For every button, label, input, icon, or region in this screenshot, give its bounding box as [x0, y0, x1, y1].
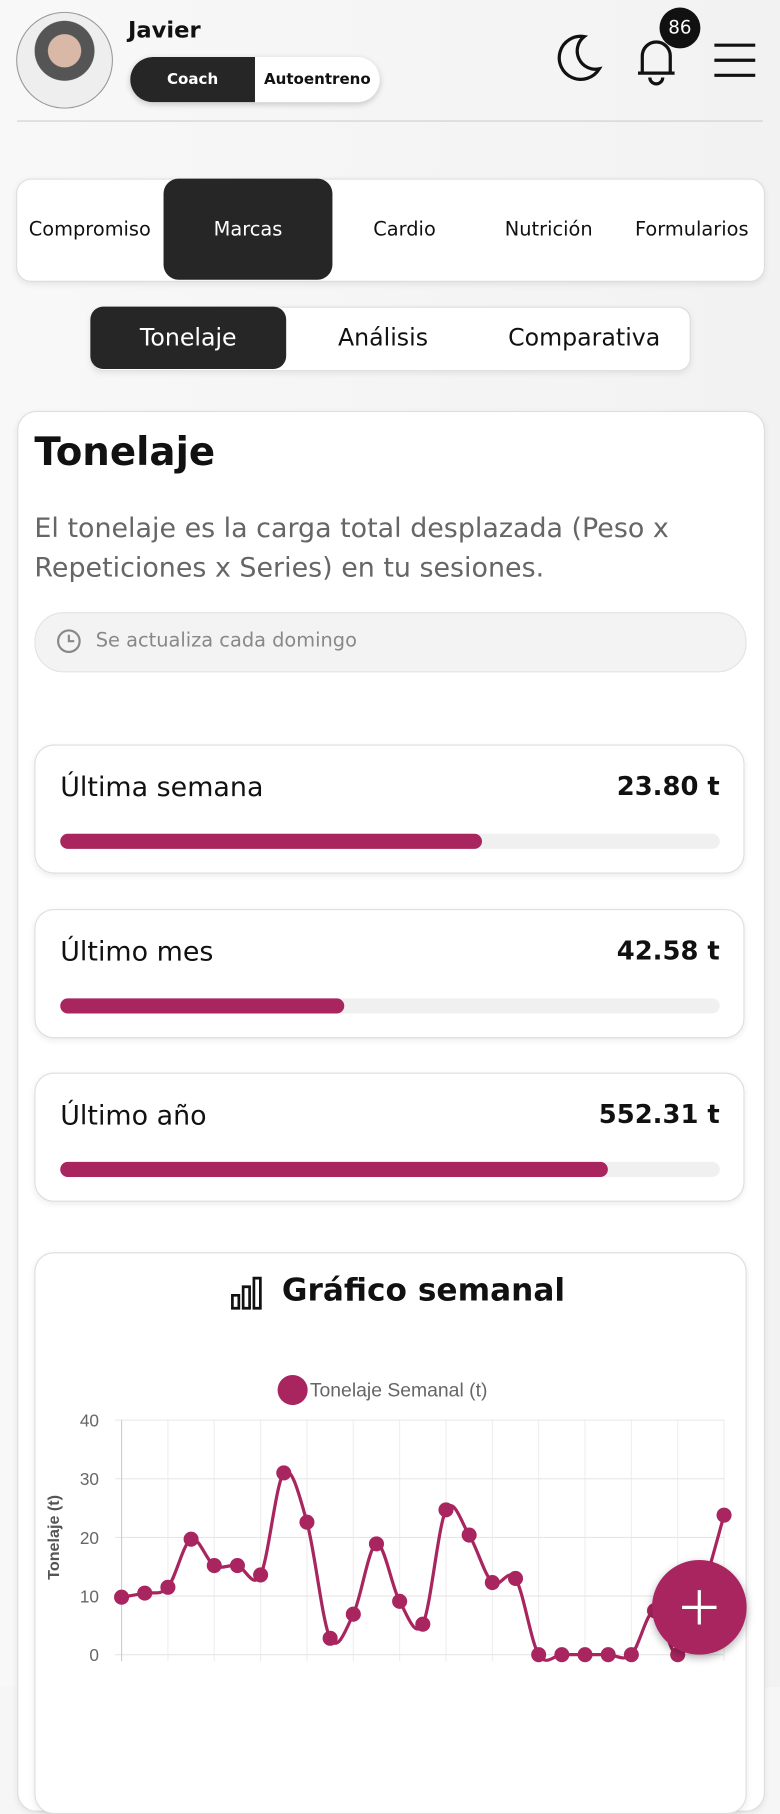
chart: Tonelaje Semanal (t) Tonelaje (t) 0 10 20 30 4…: [45, 1374, 732, 1665]
data-point: [392, 1593, 408, 1609]
legend-label: Tonelaje Semanal (t): [310, 1379, 488, 1401]
chart-title: Gráfico semanal: [281, 1271, 566, 1309]
y-tick-label: 0: [89, 1645, 99, 1665]
stat-card: [34, 744, 745, 874]
stat-label: Último mes: [60, 935, 214, 967]
data-point: [554, 1647, 570, 1663]
bell-icon[interactable]: [629, 32, 683, 86]
mode-auto[interactable]: Autoentreno: [263, 71, 371, 89]
tab-bar: [16, 178, 765, 282]
data-point: [716, 1507, 732, 1523]
data-point: [415, 1616, 431, 1632]
data-point: [253, 1567, 269, 1583]
data-point: [114, 1589, 130, 1605]
mode-coach[interactable]: Coach: [130, 57, 255, 103]
y-tick-label: 20: [80, 1528, 99, 1548]
tab[interactable]: Cardio: [373, 217, 436, 241]
data-point: [461, 1527, 477, 1543]
subtab[interactable]: Tonelaje: [90, 306, 287, 370]
stat-card: [34, 1072, 745, 1202]
progress-bar: [60, 833, 483, 849]
stat-label: Última semana: [60, 771, 264, 803]
stat-card: [34, 908, 745, 1038]
plus-icon: [682, 1590, 717, 1625]
data-point: [137, 1585, 153, 1601]
y-tick-label: 30: [80, 1469, 99, 1489]
user-name: Javier: [128, 17, 201, 44]
divider: [17, 120, 763, 122]
data-point: [322, 1630, 338, 1646]
info-text: Se actualiza cada domingo: [95, 629, 357, 652]
avatar[interactable]: [16, 11, 113, 109]
moon-icon[interactable]: [554, 32, 603, 84]
data-point: [183, 1531, 199, 1547]
progress-bar: [60, 1161, 608, 1177]
y-tick-label: 10: [80, 1586, 99, 1606]
data-point: [577, 1647, 593, 1663]
data-point: [600, 1647, 616, 1663]
data-point: [531, 1647, 547, 1663]
clock-icon: [57, 629, 81, 654]
tab[interactable]: Formularios: [634, 217, 749, 241]
data-point: [507, 1570, 524, 1586]
data-point: [345, 1606, 361, 1622]
y-tick-label: 40: [80, 1411, 99, 1431]
data-point: [160, 1579, 176, 1595]
card-title: Tonelaje: [34, 430, 216, 475]
data-point: [276, 1465, 292, 1481]
tab[interactable]: Compromiso: [28, 217, 151, 241]
data-point: [229, 1558, 245, 1574]
data-point: [623, 1647, 639, 1663]
chart-icon: [231, 1276, 262, 1310]
progress-bar: [60, 997, 344, 1013]
subtab[interactable]: Análisis: [337, 324, 429, 352]
fab[interactable]: [651, 1559, 747, 1655]
stat-value: 552.31 t: [598, 1099, 720, 1130]
tab[interactable]: Marcas: [163, 178, 333, 280]
legend-marker: [277, 1374, 308, 1406]
mode-toggle: Coach Autoentreno: [130, 57, 380, 103]
subtab[interactable]: Comparativa: [508, 324, 661, 352]
menu-icon[interactable]: [712, 41, 757, 80]
card-description: El tonelaje es la carga total desplazada…: [34, 512, 669, 584]
stat-label: Último año: [60, 1099, 207, 1131]
y-axis-label: Tonelaje (t): [45, 1495, 63, 1580]
data-point: [206, 1558, 222, 1574]
data-point: [438, 1502, 454, 1518]
tab[interactable]: Nutrición: [504, 217, 593, 241]
stat-value: 42.58 t: [616, 935, 720, 966]
info-pill: [34, 612, 747, 673]
badge: 86: [659, 7, 701, 49]
data-point: [299, 1514, 315, 1530]
stat-value: 23.80 t: [616, 771, 720, 802]
data-point: [368, 1536, 384, 1552]
data-point: [484, 1575, 500, 1591]
